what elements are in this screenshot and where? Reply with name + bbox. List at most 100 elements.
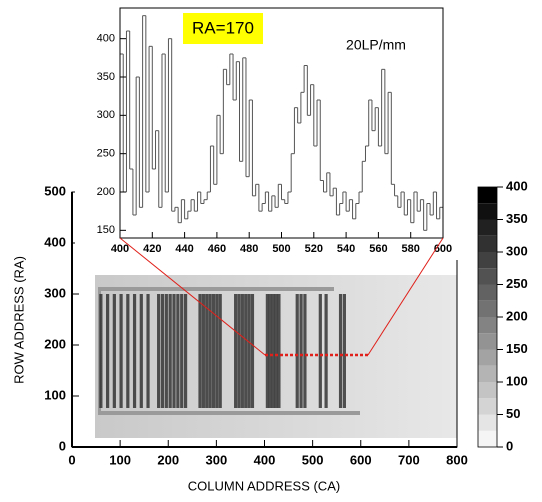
x-tick-label: 460	[208, 243, 226, 255]
pattern-frame	[98, 287, 334, 291]
stripe	[119, 294, 123, 408]
stripe	[176, 294, 180, 408]
colorbar-band	[478, 317, 497, 334]
x-tick-label: 300	[206, 452, 228, 467]
stripe	[277, 294, 281, 408]
colorbar-tick-label: 250	[506, 276, 528, 291]
stripe	[139, 294, 143, 408]
x-tick-label: 480	[240, 243, 258, 255]
y-tick-label: 300	[44, 285, 66, 300]
colorbar-tick-label: 50	[506, 406, 520, 421]
x-tick-label: 800	[446, 452, 468, 467]
colorbar-tick-label: 150	[506, 341, 528, 356]
stripe	[342, 294, 346, 408]
y-axis-title: ROW ADDRESS (RA)	[11, 256, 26, 384]
colorbar-band	[478, 414, 497, 431]
y-tick-label: 150	[97, 224, 115, 236]
inset-background	[75, 0, 458, 260]
x-tick-label: 400	[111, 243, 129, 255]
colorbar-tick-label: 400	[506, 178, 528, 193]
x-tick-label: 540	[337, 243, 355, 255]
y-tick-label: 100	[44, 387, 66, 402]
stripe	[240, 294, 244, 408]
stripe	[271, 294, 275, 408]
x-tick-label: 500	[302, 452, 324, 467]
stripe	[157, 294, 161, 408]
stripe	[160, 294, 165, 408]
x-tick-label: 100	[109, 452, 131, 467]
stripe	[299, 294, 303, 408]
stripe	[295, 294, 299, 408]
stripe	[126, 294, 130, 408]
stripe	[180, 294, 184, 408]
y-tick-label: 400	[97, 33, 115, 45]
pattern-frame	[98, 411, 360, 415]
stripe	[247, 294, 251, 408]
stripe	[164, 294, 168, 408]
x-tick-label: 200	[157, 452, 179, 467]
x-tick-label: 580	[402, 243, 420, 255]
x-tick-label: 500	[272, 243, 290, 255]
colorbar-tick-label: 350	[506, 211, 528, 226]
stripe	[198, 294, 202, 408]
stripe	[146, 294, 150, 408]
stripe	[215, 294, 219, 408]
stripe	[168, 294, 172, 408]
x-tick-label: 560	[369, 243, 387, 255]
stripe	[201, 294, 205, 408]
stripe	[265, 294, 269, 408]
y-tick-label: 250	[97, 148, 115, 160]
x-tick-label: 420	[143, 243, 161, 255]
colorbar-band	[478, 219, 497, 236]
stripe	[106, 294, 110, 408]
y-tick-label: 350	[97, 71, 115, 83]
y-tick-label: 200	[97, 186, 115, 198]
x-tick-label: 600	[350, 452, 372, 467]
y-tick-label: 0	[59, 438, 66, 453]
stripe	[132, 294, 137, 408]
stripe	[318, 294, 322, 408]
x-tick-label: 400	[254, 452, 276, 467]
x-tick-label: 440	[175, 243, 193, 255]
stripe	[172, 294, 176, 408]
annotation: 20LP/mm	[346, 37, 406, 53]
colorbar-tick-label: 0	[506, 438, 513, 453]
colorbar-band	[478, 365, 497, 382]
y-tick-label: 300	[97, 109, 115, 121]
colorbar-tick-label: 100	[506, 373, 528, 388]
colorbar-band	[478, 430, 497, 447]
colorbar-band	[478, 252, 497, 269]
stripe	[274, 294, 278, 408]
stripe	[211, 294, 216, 408]
annotation-box	[183, 13, 263, 44]
stripe	[268, 294, 272, 408]
stripe	[218, 294, 222, 408]
zoom-connector	[367, 237, 444, 356]
stripe	[303, 294, 307, 408]
y-tick-label: 200	[44, 336, 66, 351]
stripe	[237, 294, 241, 408]
x-tick-label: 0	[68, 452, 75, 467]
y-tick-label: 400	[44, 234, 66, 249]
stripe	[324, 294, 328, 408]
stripe	[183, 294, 188, 408]
stripe	[208, 294, 212, 408]
x-tick-label: 520	[305, 243, 323, 255]
y-tick-label: 500	[44, 183, 66, 198]
x-tick-label: 700	[398, 452, 420, 467]
colorbar-band	[478, 349, 497, 366]
colorbar-band	[478, 398, 497, 415]
annotation: RA=170	[192, 18, 254, 37]
stripe	[99, 294, 103, 408]
stripe	[244, 294, 248, 408]
stripe	[250, 294, 255, 408]
colorbar-band	[478, 235, 497, 252]
colorbar-band	[478, 203, 497, 220]
stripe	[205, 294, 209, 408]
colorbar-band	[478, 268, 497, 285]
colorbar-tick-label: 300	[506, 243, 528, 258]
colorbar-band	[478, 300, 497, 317]
zoom-connector	[119, 237, 266, 356]
colorbar-band	[478, 382, 497, 399]
